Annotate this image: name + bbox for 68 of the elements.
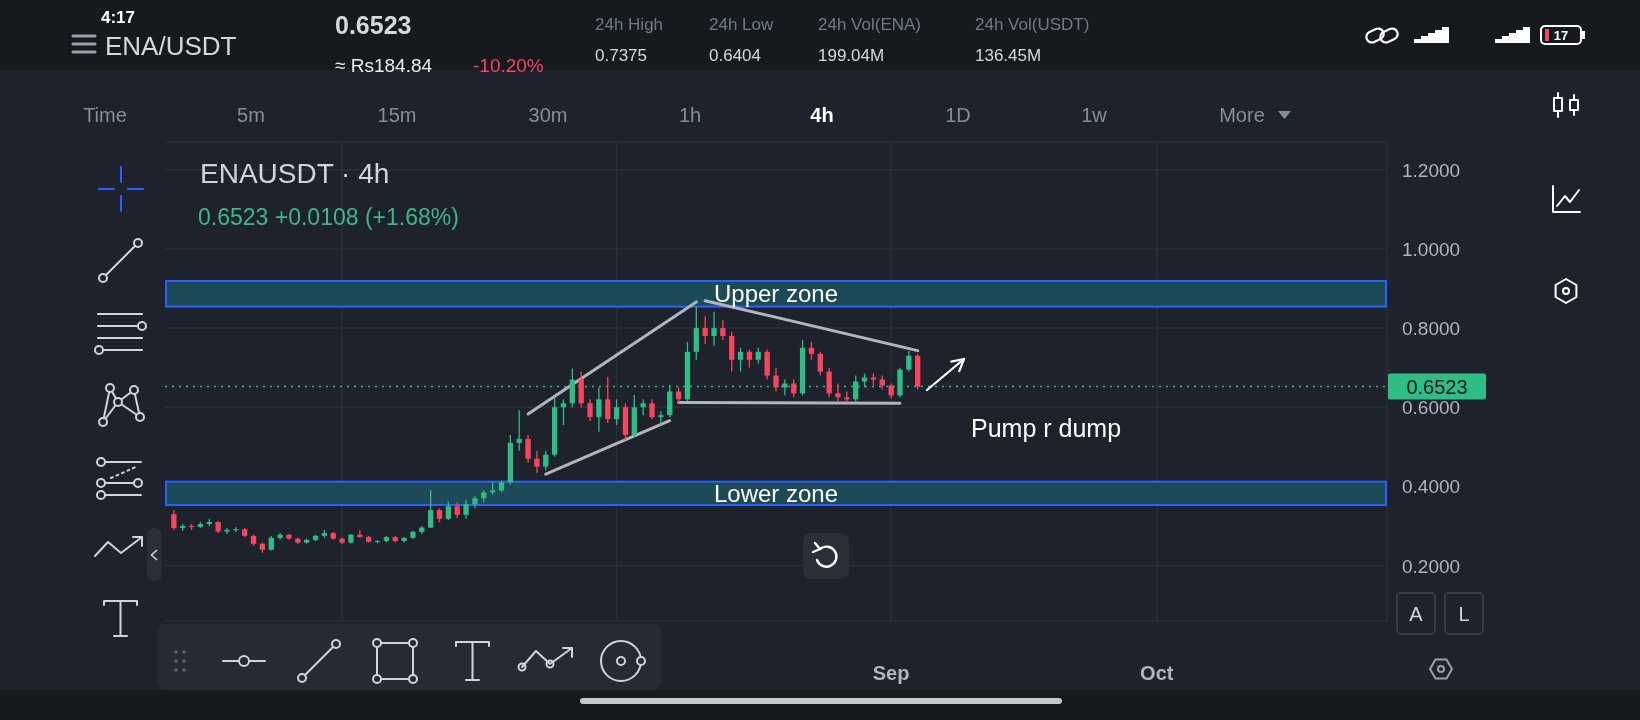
candlestick: [826, 366, 832, 398]
text: ENAUSDT · 4h: [200, 158, 390, 189]
y-tick-label: 0.8000: [1402, 318, 1461, 340]
y-tick-label: 0.6000: [1402, 397, 1461, 419]
text: 199.04M: [818, 46, 885, 65]
text: 0.7375: [595, 46, 647, 65]
candlestick: [525, 434, 531, 464]
text: 24h High: [595, 15, 664, 34]
text: 17: [1553, 28, 1569, 43]
text: 0.6523: [335, 11, 412, 39]
y-tick-label: 1.0000: [1402, 238, 1461, 260]
candlestick: [658, 410, 664, 426]
text: -10.20%: [473, 55, 544, 76]
y-tick-label: 1.2000: [1402, 159, 1461, 181]
text: 0.6404: [709, 46, 761, 65]
candlestick: [534, 450, 540, 474]
candlestick: [711, 311, 717, 347]
candlestick: [428, 489, 434, 529]
text: 1D: [945, 104, 971, 126]
text: 136.45M: [975, 46, 1042, 65]
candlestick: [729, 331, 735, 373]
candlestick: [445, 500, 452, 521]
text: 24h Vol(ENA): [818, 15, 921, 34]
candlestick: [543, 450, 549, 472]
y-tick-label: 0.4000: [1402, 476, 1461, 498]
candlestick: [605, 376, 611, 424]
candlestick: [764, 349, 770, 381]
candlestick: [463, 499, 469, 520]
text: 5m: [237, 104, 265, 126]
candlestick: [693, 306, 699, 361]
text: Time: [83, 104, 127, 126]
x-tick-label: Sep: [872, 662, 910, 684]
band-label: Upper zone: [713, 280, 839, 308]
text: 24h Low: [709, 15, 774, 34]
candlestick: [720, 319, 726, 341]
candlestick: [649, 398, 655, 420]
candlestick: [737, 347, 744, 373]
candlestick: [613, 398, 620, 426]
candlestick: [516, 409, 522, 452]
candlestick: [587, 398, 593, 422]
y-tick-label: 0.2000: [1402, 555, 1461, 577]
text: ENA/USDT: [105, 31, 237, 61]
text: 24h Vol(USDT): [975, 15, 1090, 34]
text: 4h: [810, 104, 834, 126]
candlestick: [702, 315, 708, 345]
ref-line-label: 0.6523: [1406, 375, 1468, 398]
candlestick: [835, 382, 841, 402]
candlestick: [578, 370, 584, 408]
text: More: [1219, 104, 1265, 126]
candlestick: [906, 350, 912, 373]
candlestick: [171, 509, 177, 531]
text: 1w: [1081, 104, 1108, 126]
text: 15m: [377, 104, 417, 126]
text: L: [1458, 603, 1470, 625]
x-tick-label: Oct: [1140, 662, 1174, 684]
candlestick: [560, 398, 567, 426]
text: 0.6523 +0.0108 (+1.68%): [198, 204, 459, 230]
candlestick: [817, 351, 823, 377]
text: 4:17: [101, 8, 136, 27]
text: 1h: [678, 104, 702, 126]
text: A: [1409, 603, 1424, 625]
annotation: Pump r dump: [971, 414, 1122, 442]
band-label: Lower zone: [713, 479, 839, 507]
text: 30m: [528, 104, 568, 126]
text: ≈ Rs184.84: [335, 55, 433, 76]
candlestick: [224, 527, 230, 535]
candlestick: [569, 367, 575, 408]
candlestick: [773, 366, 779, 393]
